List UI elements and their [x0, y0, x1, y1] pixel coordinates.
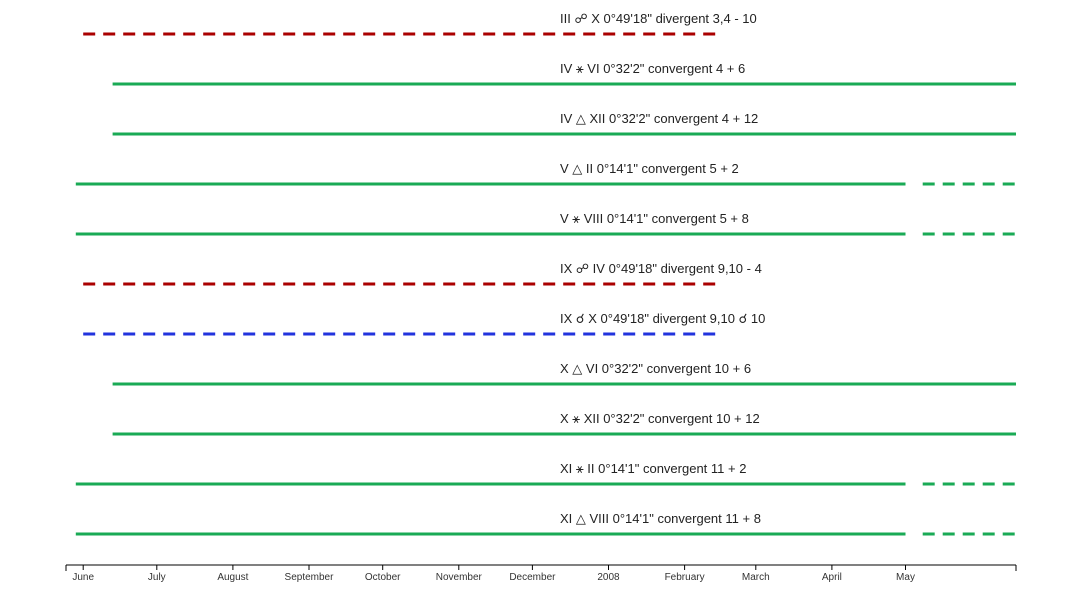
aspect-label: XI △ VIII 0°14'1" convergent 11 + 8 [560, 511, 761, 526]
aspect-label: IX ☍ IV 0°49'18" divergent 9,10 - 4 [560, 261, 762, 276]
aspect-label: IV ⚹ VI 0°32'2" convergent 4 + 6 [560, 61, 745, 76]
x-tick-label: February [665, 572, 705, 583]
aspect-row: IV △ XII 0°32'2" convergent 4 + 12 [112, 111, 1016, 136]
x-tick-label: May [896, 572, 915, 583]
aspect-row: III ☍ X 0°49'18" divergent 3,4 - 10 [83, 11, 757, 36]
aspect-row: IX ☍ IV 0°49'18" divergent 9,10 - 4 [83, 261, 762, 286]
aspect-row: V △ II 0°14'1" convergent 5 + 2 [75, 161, 1016, 186]
x-tick-label: August [217, 572, 248, 583]
aspect-label: IV △ XII 0°32'2" convergent 4 + 12 [560, 111, 758, 126]
aspect-label: XI ⚹ II 0°14'1" convergent 11 + 2 [560, 461, 746, 476]
aspect-label: V ⚹ VIII 0°14'1" convergent 5 + 8 [560, 211, 749, 226]
aspect-row: IX ☌ X 0°49'18" divergent 9,10 ☌ 10 [83, 311, 765, 336]
x-tick-label: September [285, 572, 335, 583]
aspect-row: IV ⚹ VI 0°32'2" convergent 4 + 6 [112, 61, 1016, 86]
x-tick-label: November [436, 572, 483, 583]
x-tick-label: July [148, 572, 166, 583]
aspect-row: V ⚹ VIII 0°14'1" convergent 5 + 8 [75, 211, 1016, 236]
aspect-row: XI △ VIII 0°14'1" convergent 11 + 8 [75, 511, 1016, 536]
aspect-label: V △ II 0°14'1" convergent 5 + 2 [560, 161, 739, 176]
aspect-label: IX ☌ X 0°49'18" divergent 9,10 ☌ 10 [560, 311, 765, 326]
x-tick-label: March [742, 572, 770, 583]
aspect-label: X △ VI 0°32'2" convergent 10 + 6 [560, 361, 751, 376]
aspect-row: X △ VI 0°32'2" convergent 10 + 6 [112, 361, 1016, 386]
x-tick-label: October [365, 572, 401, 583]
aspect-label: III ☍ X 0°49'18" divergent 3,4 - 10 [560, 11, 757, 26]
aspect-row: XI ⚹ II 0°14'1" convergent 11 + 2 [75, 461, 1016, 486]
x-tick-label: December [509, 572, 556, 583]
aspect-label: X ⚹ XII 0°32'2" convergent 10 + 12 [560, 411, 760, 426]
aspect-row: X ⚹ XII 0°32'2" convergent 10 + 12 [112, 411, 1016, 436]
x-tick-label: 2008 [597, 572, 620, 583]
x-tick-label: June [72, 572, 94, 583]
x-tick-label: April [822, 572, 842, 583]
time-axis: June July August September October November De… [65, 564, 1017, 583]
